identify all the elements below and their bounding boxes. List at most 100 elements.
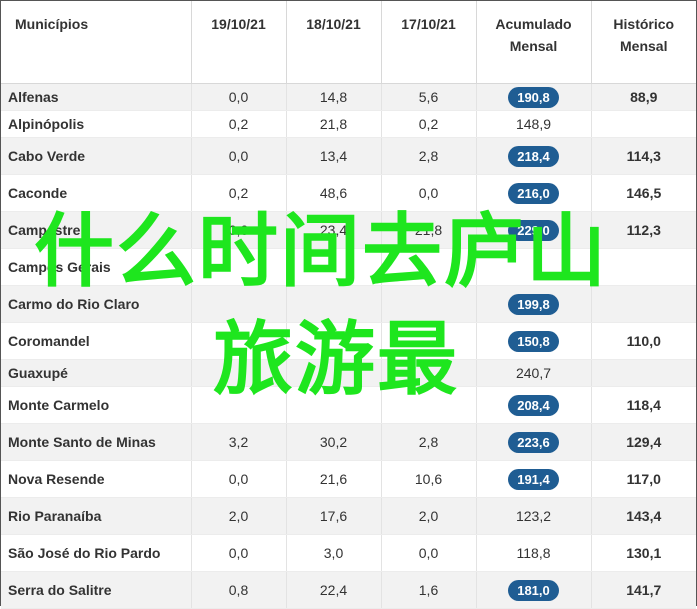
value-date-2-cell (286, 322, 382, 360)
municipio-name: Campestre (8, 222, 81, 238)
value-date-1-cell: 0,0 (191, 460, 287, 498)
value-date-2-cell: 22,4 (286, 571, 382, 609)
value-date-3-cell (381, 285, 477, 323)
value-date-1: 3,2 (228, 434, 249, 450)
value-historico: 112,3 (626, 222, 661, 238)
value-historico: 130,1 (626, 545, 662, 561)
table-row: Serra do Salitre 0,8 22,4 1,6 181,0 141,7 (1, 571, 696, 609)
value-historico-cell: 118,4 (591, 386, 696, 424)
municipio-name: Campos Gerais (8, 259, 111, 275)
table-row: Nova Resende 0,0 21,6 10,6 191,4 117,0 (1, 460, 696, 498)
table-row: Caconde 0,2 48,6 0,0 216,0 146,5 (1, 174, 696, 212)
municipio-name-cell: Monte Carmelo (1, 386, 192, 424)
value-date-1: 0,0 (228, 89, 249, 105)
acumulado-badge: 229,0 (508, 219, 559, 241)
value-historico-cell (591, 285, 696, 323)
value-historico-cell: 110,0 (591, 322, 696, 360)
municipio-name: Serra do Salitre (8, 582, 112, 598)
municipio-name-cell: Campestre (1, 211, 192, 249)
municipio-name: Alpinópolis (8, 116, 85, 132)
table-row: Carmo do Rio Claro 199,8 (1, 285, 696, 323)
municipio-name-cell: Serra do Salitre (1, 571, 192, 609)
value-acumulado-cell: 240,7 (476, 359, 592, 387)
value-date-1-cell (191, 248, 287, 286)
value-acumulado-cell: 199,8 (476, 285, 592, 323)
header-date-3[interactable]: 17/10/21 (381, 1, 477, 84)
municipio-name: Guaxupé (8, 365, 68, 381)
municipio-name-cell: Monte Santo de Minas (1, 423, 192, 461)
value-date-3: 5,6 (418, 89, 439, 105)
value-date-1-cell: 0,2 (191, 174, 287, 212)
value-date-1: 0,2 (228, 116, 249, 132)
municipio-name: São José do Rio Pardo (8, 545, 161, 561)
value-acumulado-cell: 216,0 (476, 174, 592, 212)
value-acumulado-cell: 191,4 (476, 460, 592, 498)
value-date-1-cell (191, 359, 287, 387)
municipio-name: Rio Paranaíba (8, 508, 102, 524)
value-acumulado-cell: 218,4 (476, 137, 592, 175)
header-historico[interactable]: Histórico Mensal (591, 1, 696, 84)
table-body: Alfenas 0,0 14,8 5,6 190,8 88,9 Alpinópolis 0,2… (1, 83, 696, 609)
value-historico-cell (591, 110, 696, 138)
value-date-3: 21,8 (414, 222, 443, 238)
value-date-2: 48,6 (319, 185, 348, 201)
value-date-1: 0,0 (228, 148, 249, 164)
value-acumulado-cell: 123,2 (476, 497, 592, 535)
value-acumulado: 148,9 (515, 116, 552, 132)
value-historico-cell: 88,9 (591, 83, 696, 111)
value-historico-cell: 130,1 (591, 534, 696, 572)
value-date-3-cell (381, 322, 477, 360)
acumulado-badge: 223,6 (508, 431, 559, 453)
municipio-name: Alfenas (8, 89, 59, 105)
value-date-2: 21,8 (319, 116, 348, 132)
municipio-name-cell: Alfenas (1, 83, 192, 111)
municipio-name: Cabo Verde (8, 148, 86, 164)
value-date-2: 30,2 (319, 434, 348, 450)
value-date-3: 0,2 (418, 116, 439, 132)
value-date-2: 21,6 (319, 471, 348, 487)
value-date-2-cell: 48,6 (286, 174, 382, 212)
value-historico-cell: 146,5 (591, 174, 696, 212)
value-date-3-cell: 0,2 (381, 110, 477, 138)
municipio-name: Monte Santo de Minas (8, 434, 156, 450)
municipio-name-cell: Alpinópolis (1, 110, 192, 138)
header-acumulado[interactable]: Acumulado Mensal (476, 1, 592, 84)
acumulado-badge: 199,8 (508, 293, 559, 315)
header-date-2[interactable]: 18/10/21 (286, 1, 382, 84)
value-date-2-cell: 21,6 (286, 460, 382, 498)
value-date-1-cell (191, 386, 287, 424)
value-date-2: 22,4 (319, 582, 348, 598)
header-date-1[interactable]: 19/10/21 (191, 1, 287, 84)
value-acumulado-cell (476, 248, 592, 286)
value-date-1: 0,8 (228, 582, 249, 598)
table-row: Rio Paranaíba 2,0 17,6 2,0 123,2 143,4 (1, 497, 696, 535)
value-acumulado-cell: 118,8 (476, 534, 592, 572)
value-date-1-cell: 2,0 (191, 497, 287, 535)
acumulado-badge: 208,4 (508, 394, 559, 416)
value-date-2-cell: 23,4 (286, 211, 382, 249)
table-row: Alfenas 0,0 14,8 5,6 190,8 88,9 (1, 83, 696, 111)
value-historico-cell: 129,4 (591, 423, 696, 461)
value-acumulado: 240,7 (515, 365, 552, 381)
value-date-1: 2,0 (228, 508, 249, 524)
value-acumulado-cell: 150,8 (476, 322, 592, 360)
value-historico-cell (591, 248, 696, 286)
municipio-name-cell: Caconde (1, 174, 192, 212)
value-historico: 129,4 (626, 434, 662, 450)
acumulado-badge: 181,0 (508, 579, 559, 601)
header-municipio[interactable]: Municípios (1, 1, 192, 84)
value-date-1: 0,2 (228, 185, 249, 201)
value-date-2: 23,4 (319, 222, 348, 238)
value-date-2-cell (286, 386, 382, 424)
value-date-3-cell: 5,6 (381, 83, 477, 111)
municipio-name: Caconde (8, 185, 68, 201)
value-date-3-cell: 2,8 (381, 137, 477, 175)
municipio-name: Monte Carmelo (8, 397, 110, 413)
value-date-3-cell: 2,8 (381, 423, 477, 461)
value-date-1-cell: 0,0 (191, 211, 287, 249)
value-historico: 117,0 (626, 471, 661, 487)
value-historico: 143,4 (626, 508, 662, 524)
municipio-name: Coromandel (8, 333, 90, 349)
